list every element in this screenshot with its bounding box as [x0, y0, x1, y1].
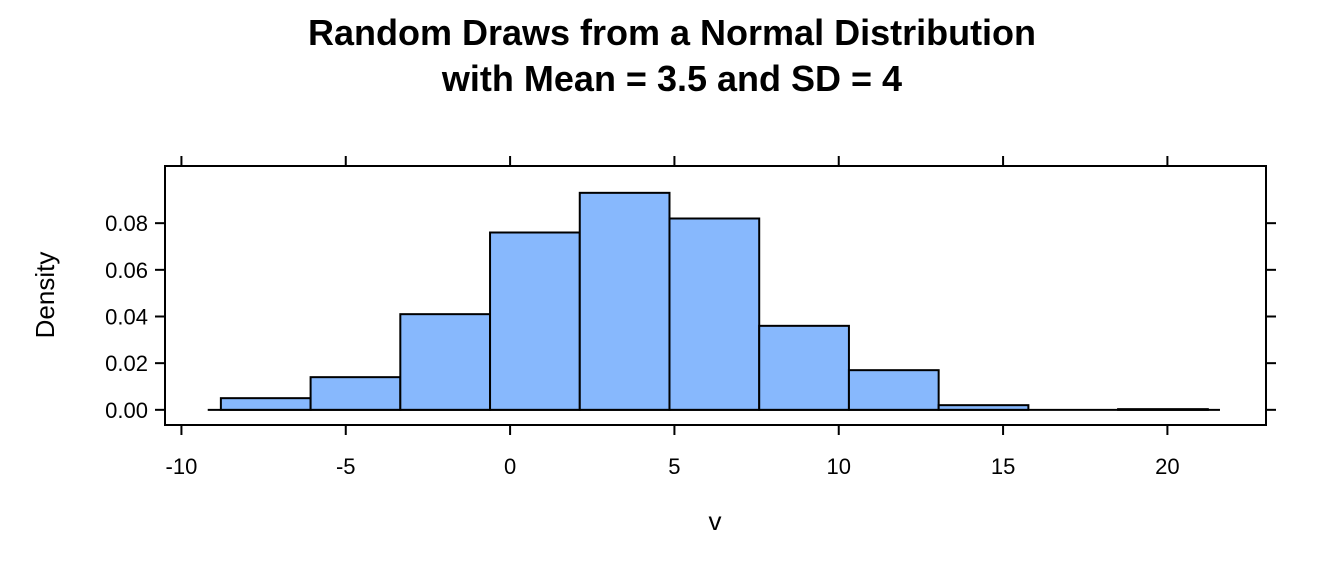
y-tick-label-2: 0.02	[105, 351, 148, 376]
axes: -10 -5 0 5 10 15 20 0.00 0.02 0.04 0.06 0.08	[105, 156, 1276, 479]
histogram-bar-6	[668, 217, 761, 411]
x-tick-label-7: 20	[1155, 454, 1179, 479]
x-axis-label: v	[709, 506, 722, 536]
histogram-bar-1	[219, 397, 312, 411]
plot-panel-border	[164, 165, 1267, 426]
x-tick-label-3: 0	[504, 454, 516, 479]
y-tick-label-1: 0.00	[105, 398, 148, 423]
chart-title-line-2: with Mean = 3.5 and SD = 4	[441, 58, 902, 99]
chart-title-line-1: Random Draws from a Normal Distribution	[308, 12, 1036, 53]
histogram-bar-3	[399, 313, 492, 411]
y-tick-label-3: 0.04	[105, 305, 148, 330]
histogram-bar-4	[489, 231, 581, 411]
x-tick-label-4: 5	[668, 454, 680, 479]
histogram-bar-9	[937, 404, 1030, 411]
histogram-bar-7	[758, 324, 850, 411]
histogram-bar-2	[309, 376, 402, 411]
y-tick-label-4: 0.06	[105, 258, 148, 283]
y-axis-label: Density	[30, 252, 60, 339]
histogram-bars	[207, 191, 1220, 411]
histogram-bar-8	[847, 369, 940, 411]
x-tick-label-1: -10	[166, 454, 198, 479]
x-tick-label-5: 10	[827, 454, 851, 479]
histogram-bar-11	[1117, 408, 1209, 411]
y-tick-label-5: 0.08	[105, 211, 148, 236]
x-tick-label-2: -5	[336, 454, 356, 479]
histogram-bar-5	[578, 191, 671, 411]
x-tick-label-6: 15	[991, 454, 1015, 479]
